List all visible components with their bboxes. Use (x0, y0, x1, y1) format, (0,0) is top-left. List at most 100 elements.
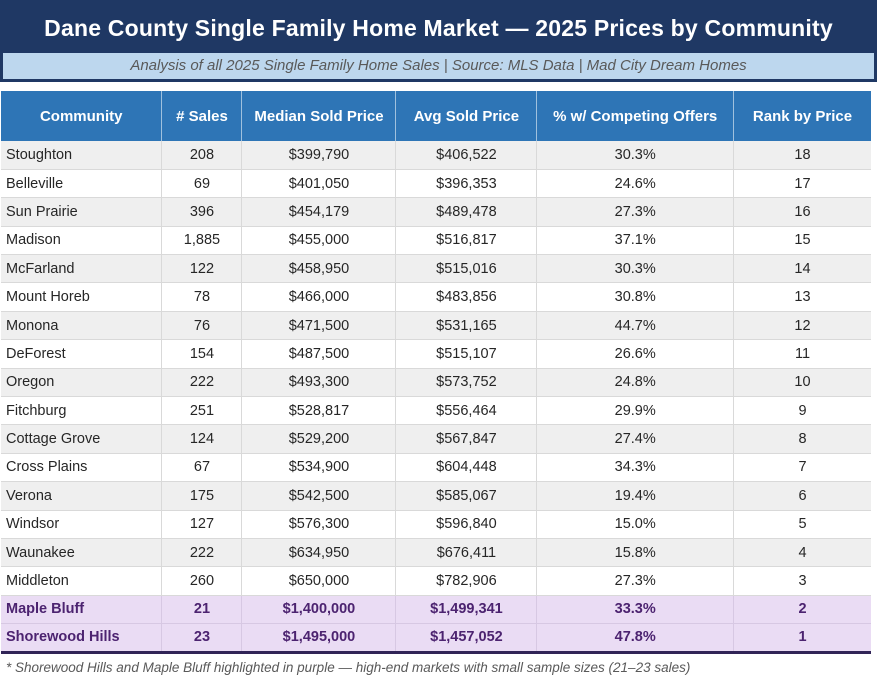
table-row: DeForest 154 $487,500 $515,107 26.6% 11 (1, 339, 871, 369)
cell-community: Middleton (1, 566, 163, 596)
cell-community: Waunakee (1, 538, 163, 568)
cell-sales: 124 (161, 424, 243, 454)
column-header-0: Community (1, 91, 163, 141)
cell-competing: 24.8% (536, 368, 734, 398)
table-row: Cottage Grove 124 $529,200 $567,847 27.4% 8 (1, 424, 871, 454)
table-row: Monona 76 $471,500 $531,165 44.7% 12 (1, 311, 871, 341)
column-header-1: # Sales (161, 91, 243, 141)
cell-rank: 3 (733, 566, 871, 596)
cell-median: $529,200 (241, 424, 397, 454)
spacer (0, 82, 877, 91)
cell-median: $401,050 (241, 169, 397, 199)
column-header-3: Avg Sold Price (395, 91, 538, 141)
cell-community: Mount Horeb (1, 282, 163, 312)
column-header-2: Median Sold Price (241, 91, 397, 141)
footnote: * Shorewood Hills and Maple Bluff highli… (6, 659, 691, 675)
community-price-table: Community # Sales Median Sold Price Avg Sol… (1, 91, 871, 654)
cell-sales: 1,885 (161, 226, 243, 256)
cell-median: $1,400,000 (241, 595, 397, 625)
cell-median: $455,000 (241, 226, 397, 256)
cell-sales: 260 (161, 566, 243, 596)
cell-median: $634,950 (241, 538, 397, 568)
cell-sales: 222 (161, 538, 243, 568)
table-row: Verona 175 $542,500 $585,067 19.4% 6 (1, 481, 871, 511)
cell-median: $458,950 (241, 254, 397, 284)
cell-median: $650,000 (241, 566, 397, 596)
cell-median: $1,495,000 (241, 623, 397, 653)
cell-rank: 8 (733, 424, 871, 454)
cell-avg: $483,856 (395, 282, 538, 312)
cell-median: $542,500 (241, 481, 397, 511)
table-row: Windsor 127 $576,300 $596,840 15.0% 5 (1, 510, 871, 539)
table-row: Mount Horeb 78 $466,000 $483,856 30.8% 13 (1, 282, 871, 312)
cell-median: $466,000 (241, 282, 397, 312)
cell-competing: 27.3% (536, 197, 734, 227)
cell-avg: $515,107 (395, 339, 538, 369)
cell-avg: $567,847 (395, 424, 538, 454)
cell-rank: 14 (733, 254, 871, 284)
cell-avg: $515,016 (395, 254, 538, 284)
cell-rank: 13 (733, 282, 871, 312)
table-row-highlighted: Maple Bluff 21 $1,400,000 $1,499,341 33.3% 2 (1, 595, 871, 625)
cell-sales: 78 (161, 282, 243, 312)
cell-sales: 122 (161, 254, 243, 284)
cell-competing: 26.6% (536, 339, 734, 369)
cell-median: $534,900 (241, 453, 397, 483)
cell-sales: 76 (161, 311, 243, 341)
cell-rank: 10 (733, 368, 871, 398)
cell-avg: $516,817 (395, 226, 538, 256)
cell-sales: 396 (161, 197, 243, 227)
cell-competing: 30.3% (536, 254, 734, 284)
cell-avg: $489,478 (395, 197, 538, 227)
cell-competing: 37.1% (536, 226, 734, 256)
cell-community: Belleville (1, 169, 163, 199)
table-row: Stoughton 208 $399,790 $406,522 30.3% 18 (1, 141, 871, 170)
cell-sales: 21 (161, 595, 243, 625)
cell-community: DeForest (1, 339, 163, 369)
cell-rank: 1 (733, 623, 871, 653)
cell-community: McFarland (1, 254, 163, 284)
cell-community: Sun Prairie (1, 197, 163, 227)
cell-community: Cottage Grove (1, 424, 163, 454)
cell-community: Stoughton (1, 141, 163, 170)
cell-avg: $531,165 (395, 311, 538, 341)
cell-competing: 30.3% (536, 141, 734, 170)
table-row: Sun Prairie 396 $454,179 $489,478 27.3% 16 (1, 197, 871, 227)
cell-avg: $556,464 (395, 396, 538, 426)
cell-competing: 44.7% (536, 311, 734, 341)
cell-avg: $396,353 (395, 169, 538, 199)
table-row: Madison 1,885 $455,000 $516,817 37.1% 15 (1, 226, 871, 256)
cell-avg: $1,457,052 (395, 623, 538, 653)
cell-competing: 30.8% (536, 282, 734, 312)
cell-median: $493,300 (241, 368, 397, 398)
table-header-row: Community # Sales Median Sold Price Avg Sol… (1, 91, 871, 141)
table-row: Oregon 222 $493,300 $573,752 24.8% 10 (1, 368, 871, 398)
cell-avg: $585,067 (395, 481, 538, 511)
table-row: Middleton 260 $650,000 $782,906 27.3% 3 (1, 566, 871, 596)
table-row: Belleville 69 $401,050 $396,353 24.6% 17 (1, 169, 871, 199)
page-subtitle: Analysis of all 2025 Single Family Home … (3, 53, 874, 79)
cell-median: $399,790 (241, 141, 397, 170)
cell-rank: 17 (733, 169, 871, 199)
cell-competing: 15.0% (536, 510, 734, 539)
cell-competing: 27.3% (536, 566, 734, 596)
cell-sales: 251 (161, 396, 243, 426)
cell-community: Maple Bluff (1, 595, 163, 625)
cell-rank: 7 (733, 453, 871, 483)
cell-avg: $1,499,341 (395, 595, 538, 625)
cell-competing: 15.8% (536, 538, 734, 568)
cell-sales: 23 (161, 623, 243, 653)
cell-avg: $406,522 (395, 141, 538, 170)
cell-avg: $676,411 (395, 538, 538, 568)
cell-rank: 9 (733, 396, 871, 426)
cell-rank: 18 (733, 141, 871, 170)
cell-community: Fitchburg (1, 396, 163, 426)
cell-avg: $596,840 (395, 510, 538, 539)
cell-sales: 154 (161, 339, 243, 369)
cell-community: Madison (1, 226, 163, 256)
cell-rank: 2 (733, 595, 871, 625)
cell-competing: 19.4% (536, 481, 734, 511)
cell-median: $528,817 (241, 396, 397, 426)
column-header-4: % w/ Competing Offers (536, 91, 734, 141)
